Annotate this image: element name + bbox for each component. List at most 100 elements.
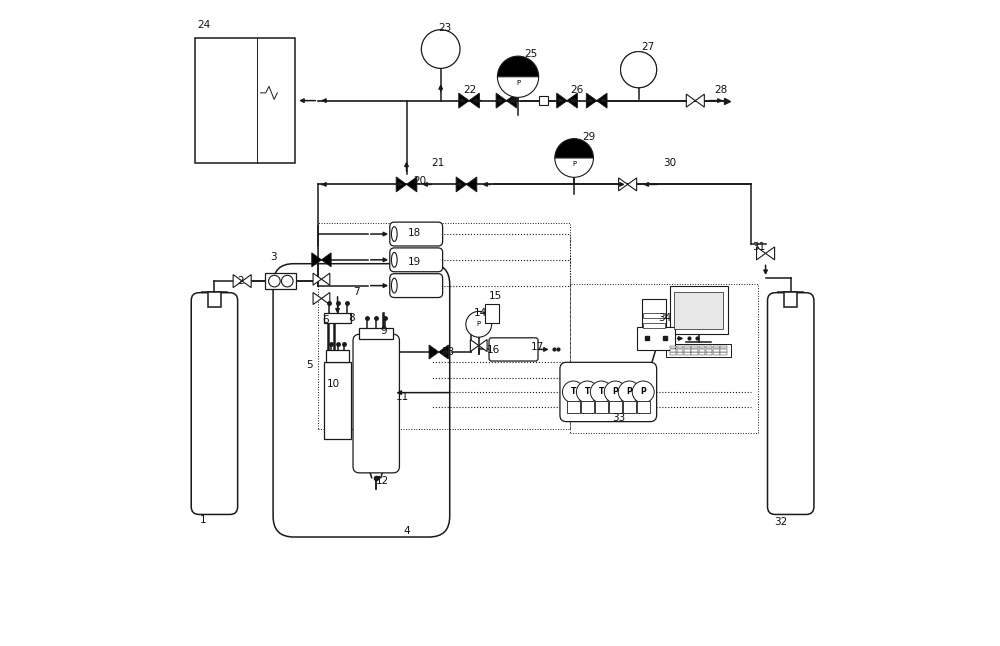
Bar [643, 313, 665, 318]
Circle shape [220, 47, 246, 73]
Polygon shape [456, 177, 466, 192]
Polygon shape [459, 93, 469, 108]
Text: T: T [585, 388, 590, 397]
Bar [670, 349, 676, 351]
Text: 4: 4 [403, 526, 410, 536]
Bar [202, 122, 210, 130]
Text: 18: 18 [408, 228, 422, 238]
Polygon shape [496, 93, 506, 108]
FancyBboxPatch shape [191, 293, 238, 514]
Text: 20: 20 [413, 176, 426, 186]
Bar [684, 349, 691, 351]
Bar [208, 292, 221, 307]
Wedge shape [621, 52, 657, 70]
Circle shape [269, 275, 280, 287]
Bar [713, 349, 720, 351]
Polygon shape [429, 345, 439, 359]
Text: 32: 32 [774, 517, 787, 526]
Bar [706, 349, 712, 351]
Polygon shape [321, 253, 331, 267]
Polygon shape [567, 93, 577, 108]
Circle shape [221, 147, 232, 157]
Bar [713, 346, 720, 348]
Polygon shape [469, 93, 479, 108]
Text: 25: 25 [524, 48, 538, 59]
Ellipse shape [391, 278, 397, 293]
Polygon shape [313, 273, 321, 285]
Text: 11: 11 [395, 392, 409, 402]
Bar [570, 284, 758, 433]
Text: T: T [599, 388, 604, 397]
Bar [213, 110, 221, 119]
Bar [684, 352, 691, 355]
Bar [623, 401, 636, 413]
Bar [784, 292, 797, 307]
Text: T: T [571, 388, 576, 397]
Circle shape [421, 30, 460, 68]
Bar [699, 352, 705, 355]
Polygon shape [321, 293, 330, 304]
Text: 31: 31 [753, 242, 766, 252]
Text: 3: 3 [270, 252, 276, 262]
Text: P: P [640, 388, 646, 397]
Bar [691, 352, 698, 355]
Text: P: P [612, 388, 618, 397]
Polygon shape [466, 177, 477, 192]
Wedge shape [555, 158, 593, 177]
Bar [720, 346, 727, 348]
Bar [677, 349, 683, 351]
Bar [195, 37, 295, 163]
Bar [643, 323, 665, 328]
Circle shape [562, 381, 584, 403]
Polygon shape [695, 94, 704, 107]
Bar [706, 346, 712, 348]
Ellipse shape [391, 253, 397, 267]
Text: 2: 2 [238, 276, 244, 286]
Bar [691, 346, 698, 348]
Circle shape [632, 381, 654, 403]
Bar [359, 328, 393, 339]
Circle shape [205, 147, 215, 157]
Bar [324, 362, 351, 439]
Text: 13: 13 [442, 347, 455, 357]
Text: P: P [477, 321, 481, 328]
Bar [699, 346, 705, 348]
Bar [677, 346, 683, 348]
Bar [706, 352, 712, 355]
Bar [213, 99, 221, 107]
Bar [595, 401, 608, 413]
Polygon shape [619, 178, 628, 191]
Text: 17: 17 [531, 342, 544, 353]
FancyBboxPatch shape [390, 274, 443, 298]
Polygon shape [233, 275, 242, 287]
Text: 22: 22 [463, 85, 476, 95]
Circle shape [466, 311, 492, 337]
Text: P: P [572, 161, 576, 167]
Bar [581, 401, 594, 413]
Text: 27: 27 [642, 42, 655, 52]
Bar [670, 346, 676, 348]
Text: 1: 1 [200, 515, 207, 525]
Bar [224, 110, 232, 119]
Text: P: P [516, 80, 520, 86]
Circle shape [604, 381, 626, 403]
Polygon shape [506, 93, 517, 108]
Polygon shape [396, 177, 407, 192]
Text: 24: 24 [197, 20, 210, 30]
Text: 26: 26 [571, 85, 584, 95]
Wedge shape [555, 139, 593, 158]
Text: 6: 6 [323, 315, 329, 325]
Bar [684, 346, 691, 348]
Bar [326, 350, 349, 362]
Bar [642, 299, 666, 334]
Bar [637, 401, 650, 413]
FancyBboxPatch shape [273, 264, 450, 537]
Polygon shape [686, 94, 695, 107]
Bar [324, 313, 351, 323]
Text: 9: 9 [381, 326, 387, 336]
Polygon shape [628, 178, 637, 191]
Text: 5: 5 [307, 360, 313, 370]
Bar [666, 344, 731, 357]
Bar [674, 293, 723, 329]
Text: P: P [626, 388, 632, 397]
